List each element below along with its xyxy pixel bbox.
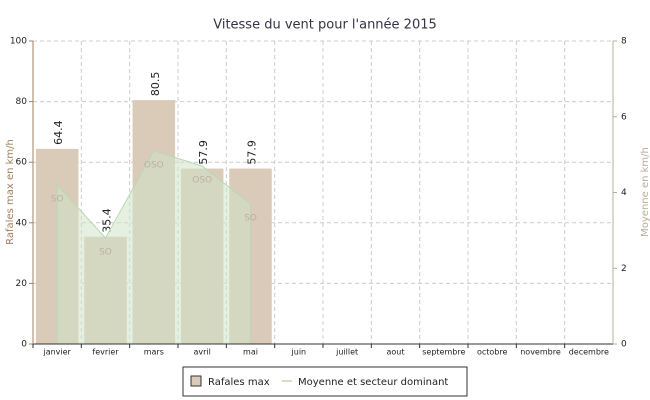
y2-tick-label: 6	[621, 112, 627, 122]
x-tick-label: octobre	[477, 348, 508, 357]
point-label: SO	[244, 213, 257, 223]
legend-label: Rafales max	[208, 377, 270, 388]
x-tick-label: septembre	[422, 348, 465, 357]
area	[56, 150, 251, 345]
x-tick-label: fevrier	[92, 348, 119, 357]
chart-title: Vitesse du vent pour l'année 2015	[213, 18, 437, 33]
x-tick-label: aout	[386, 348, 404, 357]
value-label: 80.5	[149, 72, 162, 97]
y2-tick-label: 8	[621, 37, 627, 47]
value-label: 64.4	[52, 120, 65, 145]
y-tick-label: 100	[10, 37, 27, 47]
y2-tick-label: 0	[621, 340, 627, 350]
x-tick-label: juillet	[335, 348, 358, 357]
y-tick-label: 40	[16, 218, 28, 228]
x-tick-label: novembre	[520, 348, 561, 357]
point-label: SO	[51, 194, 64, 204]
y-tick-label: 20	[16, 279, 28, 289]
x-tick-label: avril	[193, 348, 210, 357]
x-tick-label: decembre	[569, 348, 609, 357]
x-tick-label: janvier	[42, 348, 71, 357]
legend	[182, 366, 468, 397]
x-tick-label: mars	[144, 348, 164, 357]
y-tick-label: 80	[16, 97, 28, 107]
point-label: OSO	[144, 160, 164, 170]
legend-label: Moyenne et secteur dominant	[298, 377, 448, 388]
point-label: OSO	[192, 175, 212, 185]
y2-tick-label: 2	[621, 264, 627, 274]
value-label: 35.4	[101, 208, 114, 233]
point-label: SO	[99, 247, 112, 257]
value-label: 57.9	[246, 140, 259, 165]
value-label: 57.9	[197, 140, 210, 165]
y-axis-label: Rafales max en km/h	[5, 139, 16, 245]
y2-tick-label: 4	[621, 188, 627, 198]
x-tick-label: mai	[243, 348, 258, 357]
y-tick-label: 60	[16, 158, 28, 168]
y2-axis-label: Moyenne en km/h	[640, 147, 650, 237]
y-tick-label: 0	[21, 340, 27, 350]
x-tick-label: juin	[291, 348, 307, 357]
legend-swatch	[190, 375, 202, 387]
